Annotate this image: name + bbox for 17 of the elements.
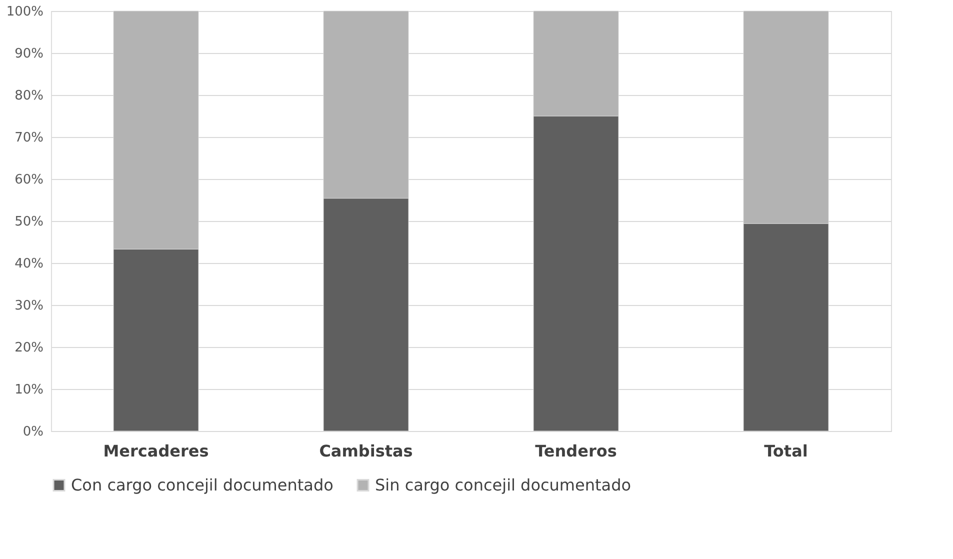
- y-tick-label: 20%: [14, 340, 44, 356]
- y-tick-label: 60%: [14, 172, 44, 188]
- y-tick-label: 90%: [14, 46, 44, 62]
- y-tick-label: 50%: [14, 214, 44, 230]
- y-tick-label: 0%: [22, 424, 44, 440]
- legend-label: Sin cargo concejil documentado: [375, 475, 632, 494]
- y-tick-label: 10%: [14, 382, 44, 398]
- y-tick-label: 70%: [14, 130, 44, 146]
- x-tick-label: Total: [764, 442, 808, 460]
- y-tick-label: 30%: [14, 298, 44, 314]
- y-tick-label: 80%: [14, 88, 44, 104]
- y-tick-label: 40%: [14, 256, 44, 272]
- legend-label: Con cargo concejil documentado: [71, 475, 334, 494]
- x-tick-label: Mercaderes: [103, 442, 209, 460]
- y-tick-label: 100%: [6, 4, 44, 20]
- x-tick-label: Cambistas: [319, 442, 413, 460]
- x-tick-label: Tenderos: [535, 442, 617, 460]
